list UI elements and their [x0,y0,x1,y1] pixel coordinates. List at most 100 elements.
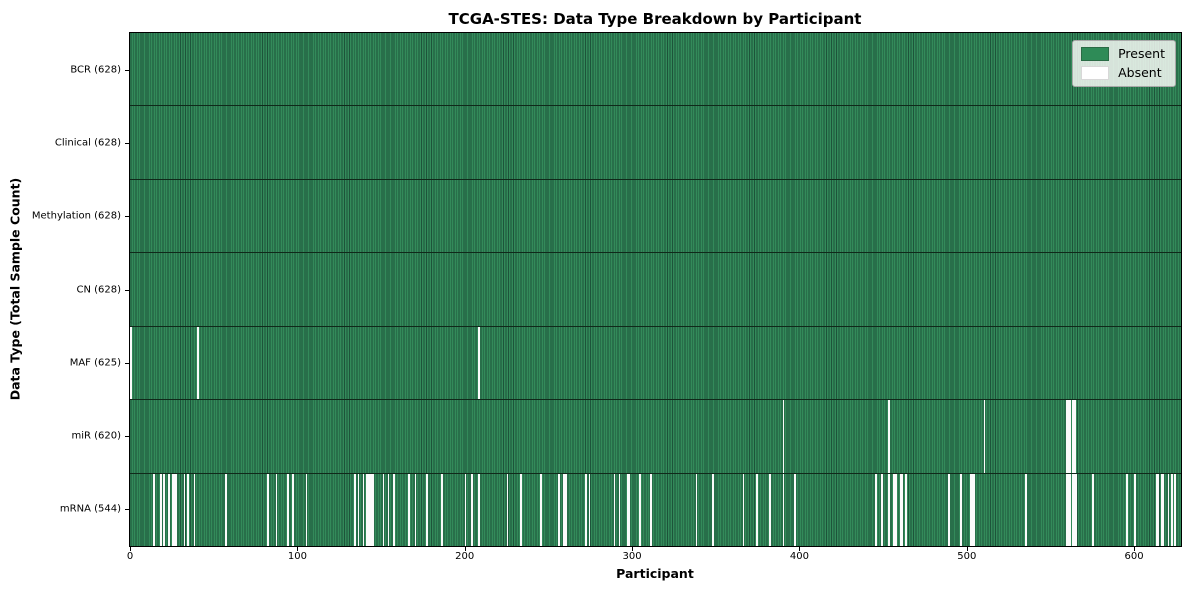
absent-mark [193,473,196,546]
absent-mark [712,473,715,546]
x-axis-label: Participant [616,566,694,581]
row-mir [130,399,1181,473]
x-tick-mark [632,547,634,551]
absent-mark [650,473,653,546]
x-tick-mark [1134,547,1136,551]
y-tick-label: Clinical (628) [54,137,121,149]
absent-mark [1073,473,1076,546]
y-tick-label: CN (628) [76,284,121,295]
absent-mark [1065,473,1068,546]
absent-mark [638,473,641,546]
absent-mark [794,473,797,546]
y-tick-mark [125,436,129,438]
absent-mark [130,326,132,400]
absent-mark [1160,473,1163,546]
absent-mark [904,473,907,546]
x-tick-label: 0 [126,551,134,562]
absent-mark [628,473,631,546]
absent-mark [894,473,897,546]
y-tick-mark [125,142,129,144]
absent-mark [382,473,385,546]
absent-mark [1125,473,1128,546]
absent-mark [441,473,444,546]
absent-mark [267,473,269,546]
absent-mark [1072,400,1074,473]
row-clinical [130,105,1181,179]
x-tick-mark [966,547,968,551]
absent-mark [392,473,395,546]
absent-mark [1065,400,1068,473]
absent-mark [973,473,976,546]
absent-mark [565,473,567,546]
absent-mark [1170,473,1173,546]
absent-mark [1073,400,1076,473]
absent-mark [370,473,373,546]
absent-mark [888,473,890,546]
chart-title: TCGA-STES: Data Type Breakdown by Partic… [448,10,862,28]
row-mrna [130,472,1181,546]
x-tick-mark [799,547,801,551]
y-tick-label: MAF (625) [69,357,121,369]
absent-mark [354,473,357,546]
y-tick-label: miR (620) [71,430,121,442]
absent-mark [369,473,372,546]
absent-mark [464,473,467,546]
absent-mark [893,473,895,546]
absent-mark [414,473,417,546]
absent-mark [1067,400,1069,473]
absent-mark [970,473,972,546]
absent-mark [183,473,186,546]
x-tick-label: 600 [1124,551,1144,562]
plot-area: Present Absent [129,32,1182,547]
absent-mark [171,473,174,546]
absent-mark [407,473,410,546]
absent-mark [175,473,177,546]
absent-mark [426,473,428,546]
absent-mark [948,473,951,546]
y-tick-mark [125,509,129,511]
absent-mark [558,473,561,546]
absent-mark [755,473,758,546]
absent-mark [160,473,162,546]
absent-mark [1068,400,1071,473]
row-maf [130,325,1181,400]
absent-mark [1092,473,1095,546]
legend-item-absent: Absent [1081,66,1165,80]
legend: Present Absent [1072,40,1176,87]
absent-mark [305,473,308,546]
absent-mark [168,473,171,546]
x-tick-label: 300 [622,551,642,562]
legend-label: Present [1118,45,1165,61]
absent-mark [478,473,480,546]
y-tick-mark [125,289,129,291]
absent-mark [1157,473,1160,546]
absent-mark [585,473,587,546]
absent-mark [1134,473,1136,546]
absent-mark [971,473,974,546]
absent-mark [901,473,904,546]
absent-mark [540,473,542,546]
absent-mark [1068,473,1071,546]
absent-mark [899,473,902,546]
absent-mark [173,473,176,546]
absent-mark [983,400,986,473]
absent-mark [186,473,189,546]
y-tick-label: Methylation (628) [31,210,121,222]
absent-mark [588,473,591,546]
absent-mark [618,473,621,546]
y-tick-label: mRNA (544) [59,503,121,515]
absent-mark [960,473,962,546]
absent-mark [275,473,278,546]
absent-mark [1162,473,1165,546]
absent-mark [478,326,480,400]
y-axis-label: Data Type (Total Sample Count) [7,177,23,401]
absent-mark [357,473,360,546]
absent-mark [742,473,745,546]
absent-mark [1025,473,1028,546]
absent-mark [1075,473,1078,546]
x-tick-mark [297,547,299,551]
absent-mark [506,473,509,546]
absent-mark [196,326,199,400]
legend-label: Absent [1118,64,1162,80]
